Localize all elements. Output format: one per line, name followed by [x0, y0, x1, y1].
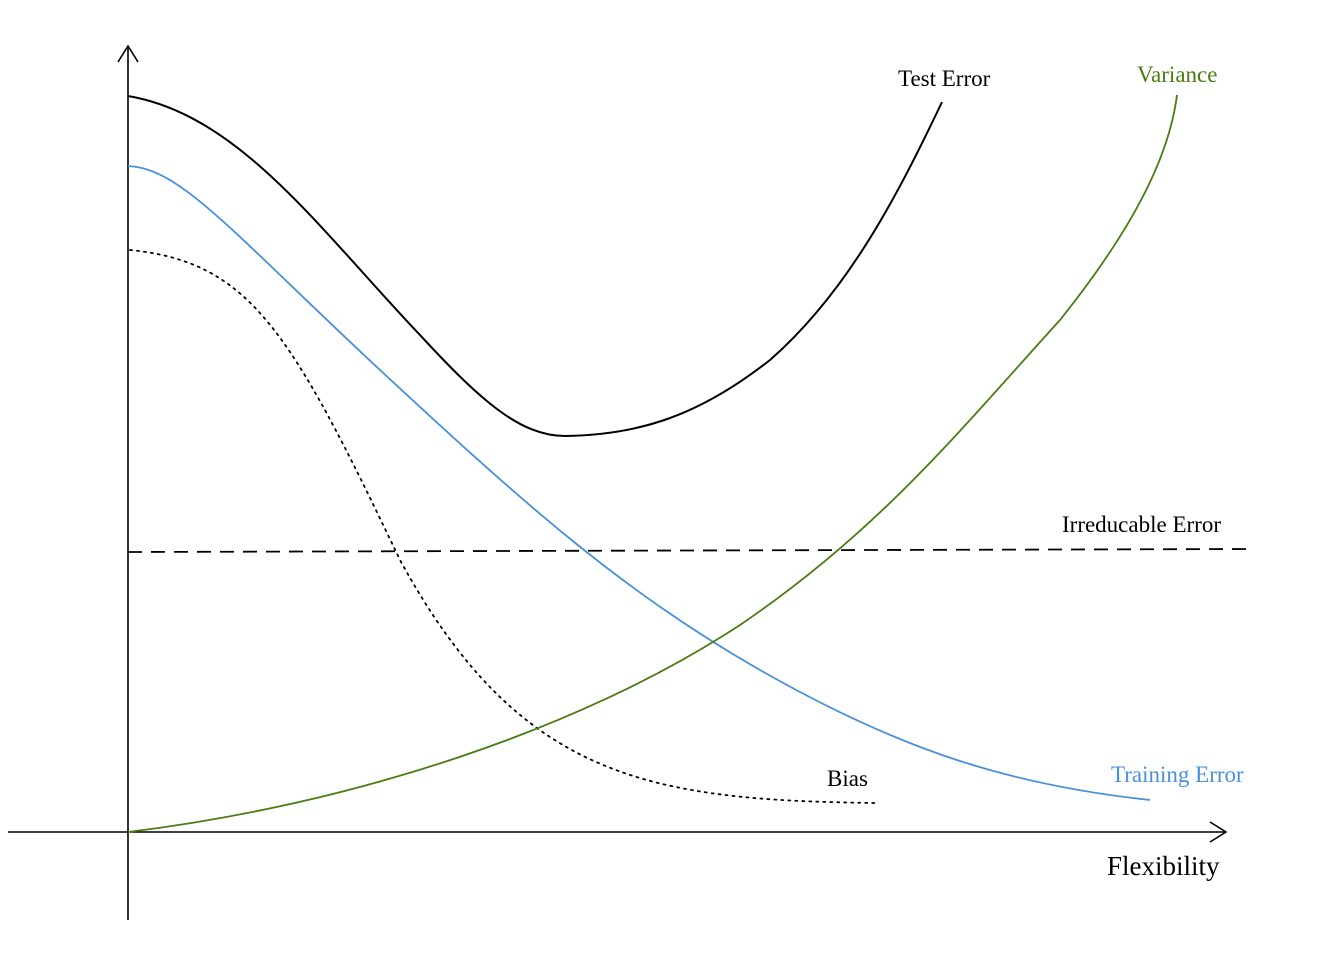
- y-axis-arrowhead: [117, 44, 139, 63]
- irreducible-error-line: [127, 548, 1249, 553]
- test-error-label: Test Error: [898, 66, 991, 91]
- training-error-curve: [127, 165, 1151, 801]
- bias-label: Bias: [827, 766, 868, 791]
- irreducible-error-label: Irreducable Error: [1062, 512, 1221, 537]
- test-error-curve: [127, 95, 943, 438]
- bias-curve: [129, 249, 876, 804]
- x-axis-label: Flexibility: [1107, 851, 1220, 881]
- x-axis-arrowhead: [1209, 821, 1228, 843]
- axes: [8, 44, 1228, 920]
- training-error-label: Training Error: [1111, 762, 1244, 787]
- variance-curve: [127, 94, 1178, 833]
- variance-label: Variance: [1137, 62, 1217, 87]
